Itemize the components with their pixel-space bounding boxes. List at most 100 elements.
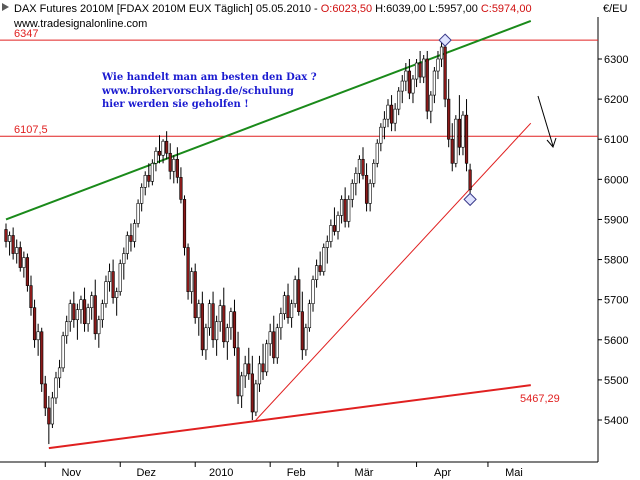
header-high: H:6039,00 <box>375 3 426 15</box>
candle <box>182 195 187 256</box>
candle <box>147 163 151 188</box>
currency-label: €/EU <box>603 3 628 15</box>
candle <box>54 371 58 404</box>
candle <box>25 253 30 292</box>
candle <box>165 131 169 160</box>
candle <box>97 315 101 348</box>
level-label: 6347 <box>14 28 38 40</box>
y-tick-label: 5400 <box>604 415 628 427</box>
annotation-line-2: www.brokervorschlag.de/schulung <box>101 86 294 97</box>
header-open: O:6023,50 <box>321 3 372 15</box>
level-label: 6107,5 <box>14 124 48 136</box>
candle <box>197 299 201 336</box>
candle <box>418 50 422 84</box>
candle <box>332 207 337 236</box>
candle <box>457 95 461 156</box>
candle <box>18 241 22 272</box>
candle <box>111 259 115 304</box>
candle <box>79 295 83 324</box>
candle <box>386 99 390 128</box>
candles <box>4 40 472 445</box>
candle <box>50 391 55 429</box>
candle <box>4 223 8 248</box>
candle <box>32 299 37 348</box>
candle <box>286 283 290 324</box>
candle <box>200 291 204 356</box>
y-tick-label: 5700 <box>604 295 628 307</box>
candle <box>339 195 344 224</box>
candle <box>132 219 137 248</box>
candle <box>229 307 233 340</box>
header-instrument: DAX Futures 2010M [FDAX 2010M EUX Täglic… <box>14 3 321 15</box>
plot-frame <box>0 17 599 463</box>
candle <box>468 163 472 197</box>
candle <box>439 40 444 68</box>
y-tick-label: 5600 <box>604 335 628 347</box>
annotation-line-3: hier werden sie geholfen ! <box>102 99 249 110</box>
header-icon <box>2 3 9 11</box>
candle <box>300 291 304 360</box>
candle <box>379 123 383 152</box>
candle <box>61 331 65 372</box>
candle <box>411 75 415 104</box>
candle <box>218 299 222 332</box>
candle <box>297 267 301 316</box>
candle <box>329 219 333 248</box>
candle <box>122 247 126 280</box>
candle <box>361 147 365 180</box>
trendlines: 5467,29 <box>5 19 560 450</box>
candle <box>293 275 297 308</box>
candle <box>11 227 15 260</box>
candle <box>43 375 47 416</box>
candle <box>389 95 394 132</box>
candle <box>204 323 208 360</box>
x-tick-label: Dez <box>136 467 156 479</box>
candle <box>464 99 469 172</box>
candle <box>236 331 240 404</box>
candle <box>354 167 358 196</box>
candle <box>397 87 401 116</box>
trendline-support-rising <box>255 122 532 421</box>
candle <box>454 115 458 168</box>
candle <box>304 323 308 356</box>
candle <box>382 111 387 140</box>
candle <box>207 299 212 336</box>
candle <box>450 123 454 172</box>
candle <box>247 347 251 380</box>
y-tick-label: 5900 <box>604 214 628 226</box>
candle <box>186 243 190 300</box>
x-tick-label: Mai <box>505 467 523 479</box>
candle <box>40 327 44 392</box>
candle <box>140 183 144 212</box>
candle <box>318 251 322 276</box>
y-axis: 5400 5500 5600 5700 5800 5900 6000 6100 6200 6300 <box>598 54 628 427</box>
trendline-label: 5467,29 <box>520 393 560 405</box>
candle <box>314 259 319 288</box>
down-arrow-icon <box>537 95 557 148</box>
candle <box>15 239 19 264</box>
y-tick-label: 6300 <box>604 54 628 66</box>
y-tick-label: 5800 <box>604 255 628 267</box>
x-tick-label: 2010 <box>209 467 233 479</box>
annotation-line-1: Wie handelt man am besten den Dax ? <box>101 72 317 83</box>
candle <box>461 111 465 156</box>
candle <box>261 343 265 380</box>
candle <box>215 315 219 356</box>
candle <box>161 139 165 164</box>
candle <box>243 355 247 388</box>
candle <box>336 211 340 240</box>
candle <box>129 223 133 252</box>
candle <box>257 355 262 392</box>
candle <box>422 54 426 84</box>
candle <box>90 291 94 320</box>
diamond-marker <box>438 33 452 47</box>
candle <box>222 287 226 348</box>
candle <box>65 315 69 344</box>
candle <box>268 323 272 356</box>
candle <box>368 179 372 212</box>
x-tick-label: Mär <box>355 467 374 479</box>
candle <box>311 275 315 312</box>
candle <box>240 371 244 408</box>
candle <box>7 231 12 256</box>
candle <box>75 303 79 340</box>
